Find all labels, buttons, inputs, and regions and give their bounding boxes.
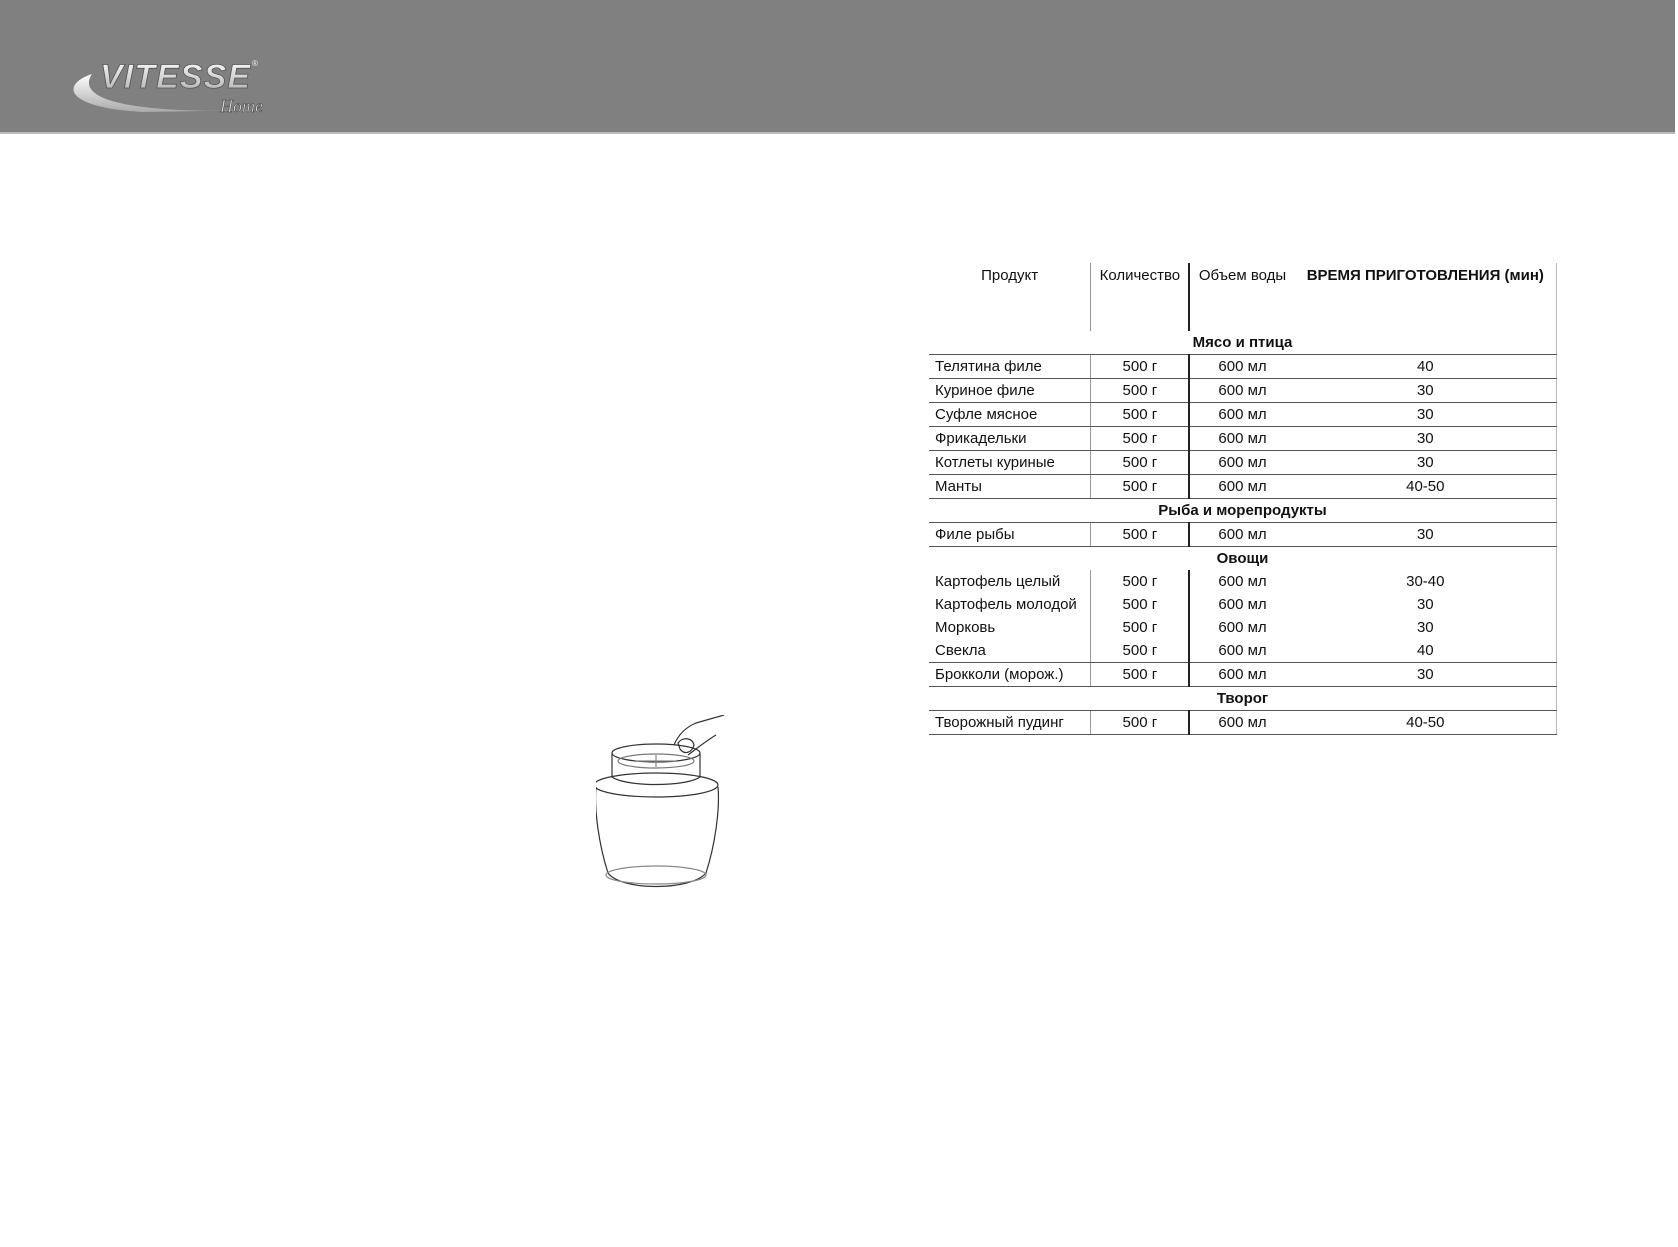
quantity-cell: 500 г: [1090, 474, 1190, 499]
water-cell: 600 мл: [1188, 570, 1295, 593]
table-row: Суфле мясное 500 г 600 мл 30: [929, 402, 1557, 427]
quantity-cell: 500 г: [1090, 593, 1190, 616]
time-cell: 30-40: [1294, 570, 1557, 593]
product-cell: Картофель молодой: [935, 596, 1077, 613]
product-cell: Суфле мясное: [929, 402, 1091, 427]
quantity-cell: 500 г: [1090, 378, 1190, 403]
time-cell: 30: [1294, 402, 1557, 427]
time-cell: 40-50: [1294, 710, 1557, 735]
quantity-cell: 500 г: [1090, 522, 1190, 547]
product-cell: Котлеты куриные: [929, 450, 1091, 475]
header-time: ВРЕМЯ ПРИГОТОВЛЕНИЯ (мин): [1294, 263, 1557, 331]
table-row: Картофель целый 500 г 600 мл 30-40: [929, 570, 1557, 593]
product-cell: Телятина филе: [929, 354, 1091, 379]
section-title: Рыба и морепродукты: [929, 498, 1557, 523]
quantity-cell: 500 г: [1090, 639, 1190, 663]
section-row: Рыба и морепродукты: [929, 498, 1557, 523]
quantity-cell: 500 г: [1090, 450, 1190, 475]
time-cell: 30: [1294, 593, 1557, 616]
table-row: Телятина филе 500 г 600 мл 40: [929, 354, 1557, 379]
table-row: Филе рыбы 500 г 600 мл 30: [929, 522, 1557, 547]
svg-text:Home: Home: [219, 96, 263, 116]
product-cell: Картофель целый: [935, 573, 1061, 590]
table-row: Картофель молодой 500 г 600 мл 30: [929, 593, 1557, 616]
water-cell: 600 мл: [1188, 639, 1295, 663]
section-title: Мясо и птица: [929, 331, 1557, 355]
table-row: Манты 500 г 600 мл 40-50: [929, 474, 1557, 499]
header-quantity: Количество: [1090, 263, 1190, 331]
header-water: Объем воды: [1188, 263, 1295, 331]
table-row: Творожный пудинг 500 г 600 мл 40-50: [929, 710, 1557, 735]
section-title: Овощи: [929, 546, 1557, 570]
time-cell: 30: [1294, 616, 1557, 639]
water-cell: 600 мл: [1188, 710, 1295, 735]
quantity-cell: 500 г: [1090, 616, 1190, 639]
time-cell: 30: [1294, 426, 1557, 451]
quantity-cell: 500 г: [1090, 710, 1190, 735]
product-cell: Творожный пудинг: [929, 710, 1091, 735]
time-cell: 40-50: [1294, 474, 1557, 499]
time-cell: 30: [1294, 522, 1557, 547]
product-cell: Морковь: [935, 619, 996, 636]
table-row: Фрикадельки 500 г 600 мл 30: [929, 426, 1557, 451]
water-cell: 600 мл: [1188, 426, 1295, 451]
quantity-cell: 500 г: [1090, 354, 1190, 379]
water-cell: 600 мл: [1188, 378, 1295, 403]
section-row: Мясо и птица: [929, 331, 1557, 355]
table-row: Куриное филе 500 г 600 мл 30: [929, 378, 1557, 403]
water-cell: 600 мл: [1188, 450, 1295, 475]
table-row: Морковь 500 г 600 мл 30: [929, 616, 1557, 639]
product-cell: Фрикадельки: [929, 426, 1091, 451]
water-cell: 600 мл: [1188, 662, 1295, 687]
time-cell: 30: [1294, 378, 1557, 403]
quantity-cell: 500 г: [1090, 662, 1190, 687]
water-cell: 600 мл: [1188, 593, 1295, 616]
time-cell: 40: [1294, 354, 1557, 379]
page-header-bar: VITESSE ® Home: [0, 0, 1675, 134]
water-cell: 600 мл: [1188, 522, 1295, 547]
water-cell: 600 мл: [1188, 474, 1295, 499]
header-product: Продукт: [981, 267, 1039, 284]
table-row: Котлеты куриные 500 г 600 мл 30: [929, 450, 1557, 475]
section-title: Творог: [929, 686, 1557, 711]
time-cell: 40: [1294, 639, 1557, 663]
water-cell: 600 мл: [1188, 402, 1295, 427]
product-cell: Свекла: [929, 639, 1091, 663]
steamer-basket-illustration: [596, 715, 725, 887]
time-cell: 30: [1294, 662, 1557, 687]
water-cell: 600 мл: [1188, 354, 1295, 379]
vitesse-logo: VITESSE ® Home: [73, 58, 263, 116]
product-cell: Манты: [929, 474, 1091, 499]
table-row: Свекла 500 г 600 мл 40: [929, 639, 1557, 663]
time-cell: 30: [1294, 450, 1557, 475]
svg-text:®: ®: [252, 59, 258, 68]
section-row: Овощи: [929, 546, 1557, 570]
quantity-cell: 500 г: [1090, 402, 1190, 427]
water-cell: 600 мл: [1188, 616, 1295, 639]
table-row: Брокколи (морож.) 500 г 600 мл 30: [929, 662, 1557, 687]
quantity-cell: 500 г: [1090, 570, 1190, 593]
quantity-cell: 500 г: [1090, 426, 1190, 451]
product-cell: Филе рыбы: [929, 522, 1091, 547]
svg-text:VITESSE: VITESSE: [100, 58, 251, 96]
product-cell: Брокколи (морож.): [929, 662, 1091, 687]
cooking-time-table: Продукт Количество Объем воды ВРЕМЯ ПРИГ…: [929, 263, 1557, 735]
product-cell: Куриное филе: [929, 378, 1091, 403]
table-header-row: Продукт Количество Объем воды ВРЕМЯ ПРИГ…: [929, 263, 1557, 331]
section-row: Творог: [929, 686, 1557, 711]
